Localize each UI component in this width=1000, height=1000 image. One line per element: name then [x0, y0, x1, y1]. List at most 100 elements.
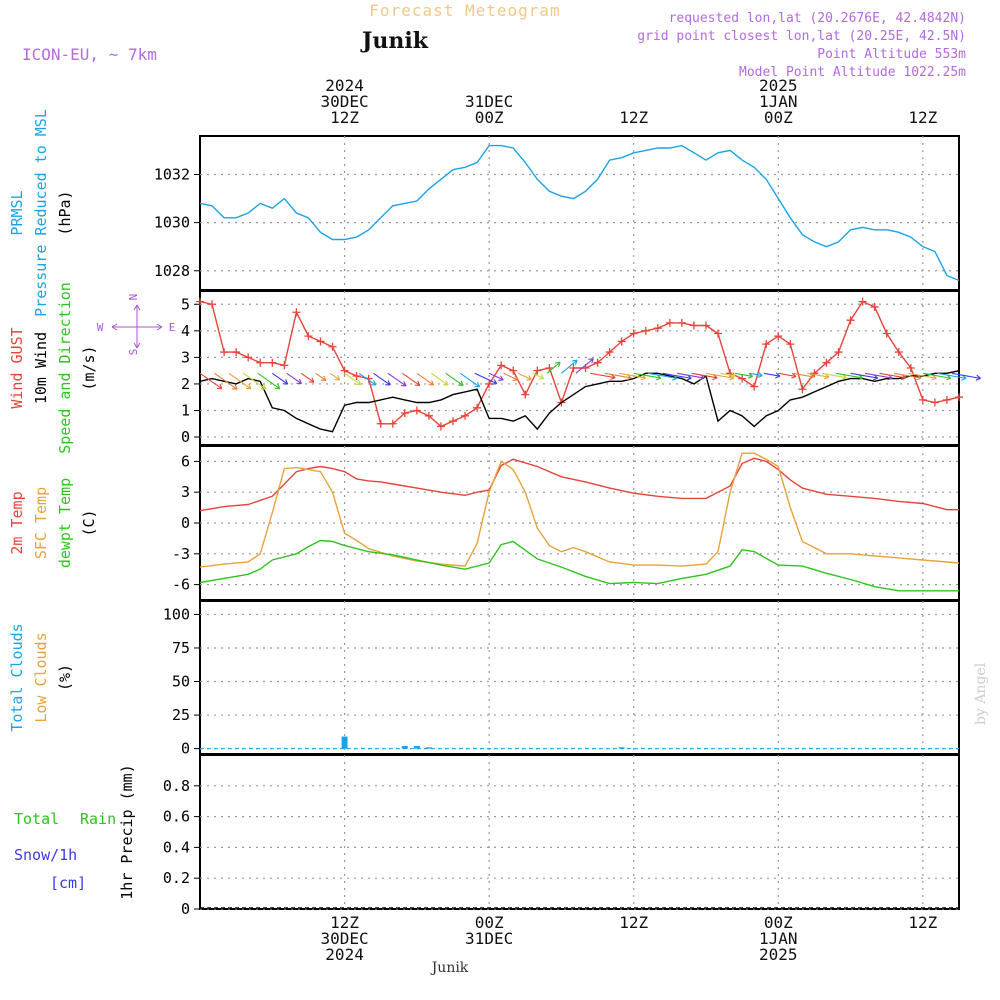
wind-arrow — [430, 372, 449, 386]
y-tick-label: 3 — [181, 483, 190, 501]
y-tick-label: -3 — [172, 545, 190, 563]
y-tick-label: 0 — [181, 514, 190, 532]
wind-arrow-head — [260, 384, 267, 390]
gust-marker — [677, 318, 686, 327]
top-time-label: 2024 — [325, 76, 364, 95]
gust-marker — [376, 419, 385, 428]
gust-marker — [280, 361, 289, 370]
chart-title: Forecast Meteogram — [369, 1, 560, 20]
y-tick-label: 4 — [181, 322, 190, 340]
panel-label: (m/s) — [80, 345, 98, 390]
gust-marker — [955, 393, 963, 402]
wind-arrow — [763, 372, 781, 377]
wind-arrow — [705, 372, 735, 379]
top-time-label: 12Z — [330, 108, 359, 127]
cloud-bar — [425, 747, 432, 749]
bottom-time-label: 00Z — [475, 913, 504, 932]
gust-marker — [220, 348, 229, 357]
wind-arrow — [459, 372, 480, 388]
gust-marker — [846, 316, 855, 325]
gust-marker — [810, 369, 819, 378]
compass-west: W — [97, 321, 104, 334]
wind-arrow-head — [370, 380, 377, 386]
y-tick-label: 0 — [181, 900, 190, 918]
wind-arrow — [300, 372, 315, 383]
y-tick-label: -6 — [172, 576, 190, 594]
top-time-label: 12Z — [619, 108, 648, 127]
wind-arrow — [257, 372, 281, 390]
gust-marker — [894, 348, 903, 357]
gust-marker — [750, 382, 759, 391]
wind-arrow — [561, 359, 578, 374]
wind-arrow — [864, 372, 893, 379]
wind-arrow — [358, 372, 377, 386]
bottom-time-label: 12Z — [619, 913, 648, 932]
y-tick-label: 50 — [172, 673, 190, 691]
wind-arrow — [387, 372, 407, 387]
gust-marker — [473, 403, 482, 412]
wind-arrow — [937, 372, 967, 379]
panel-pressure: 1028 1030 1032 PRMSL Pressure Reduced to MSL… — [8, 109, 960, 317]
gust-marker — [232, 348, 241, 357]
bottom-time-label: 30DEC — [320, 929, 368, 948]
y-tick-label: 1032 — [154, 166, 190, 184]
wind-arrow-head — [334, 375, 341, 381]
wind-arrow — [271, 372, 289, 385]
model-name: ICON-EU, ~ 7km — [22, 45, 157, 64]
series-line-sfc-temp — [199, 452, 960, 568]
wind-arrow-head — [385, 380, 391, 386]
wind-arrow-head — [216, 383, 223, 390]
wind-arrow — [416, 372, 434, 386]
gust-marker — [196, 297, 204, 306]
gust-marker — [436, 422, 445, 431]
gust-marker — [653, 324, 662, 333]
panel-label: SFC Temp — [32, 487, 50, 559]
gust-marker — [521, 390, 530, 399]
credit-watermark: by Angel — [973, 662, 989, 725]
panel-label: (C) — [80, 509, 98, 536]
gust-marker — [641, 326, 650, 335]
wind-arrow — [792, 372, 814, 378]
panel-label: dewpt Temp — [56, 478, 74, 568]
panel-temp: -6 -3 0 3 6 2m Temp SFC Temp dewpt Temp (C) — [8, 445, 960, 601]
top-time-label: 00Z — [475, 108, 504, 127]
gust-marker — [461, 411, 470, 420]
gust-marker — [533, 366, 542, 375]
wind-arrow-head — [442, 380, 449, 386]
cloud-bar — [341, 736, 348, 749]
wind-arrow-head — [296, 378, 302, 385]
wind-arrow — [604, 372, 632, 379]
gust-marker — [268, 358, 277, 367]
wind-arrow — [676, 372, 705, 379]
wind-arrow — [373, 372, 391, 386]
panel-frame — [199, 135, 960, 291]
series-line-10m-wind — [199, 370, 960, 433]
wind-arrow-head — [775, 372, 781, 379]
gust-marker — [509, 366, 518, 375]
gust-marker — [689, 321, 698, 330]
top-time-label: 00Z — [764, 108, 793, 127]
y-tick-label: 0 — [181, 740, 190, 758]
panel-clouds: 0 25 50 75 100 Total Clouds Low Clouds (%) — [8, 600, 960, 758]
y-tick-label: 25 — [172, 706, 190, 724]
top-time-label: 1JAN — [759, 92, 798, 111]
gust-marker — [629, 329, 638, 338]
compass-south: S — [127, 349, 140, 356]
gust-marker — [918, 395, 927, 404]
precip-axis-label: 1hr Precip (mm) — [118, 764, 136, 899]
bottom-time-axis: 12Z30DEC202400Z31DEC12Z00Z1JAN202512Z00Z… — [320, 913, 937, 964]
precip-label-unit: [cm] — [50, 874, 86, 892]
gust-marker — [906, 364, 915, 372]
requested-coords: requested lon,lat (20.2676E, 42.4842N) — [669, 11, 966, 26]
wind-arrow — [243, 372, 267, 390]
precip-label-total: Total — [14, 810, 59, 828]
gust-marker — [665, 318, 674, 327]
panel-label: Pressure Reduced to MSL — [32, 109, 50, 317]
y-tick-label: 0.2 — [163, 869, 190, 887]
cloud-bar — [413, 745, 420, 749]
wind-arrow — [619, 372, 646, 379]
wind-arrow — [546, 361, 561, 374]
gust-marker — [424, 411, 433, 420]
wind-arrow-head — [588, 358, 594, 364]
wind-arrow-head — [458, 380, 464, 387]
